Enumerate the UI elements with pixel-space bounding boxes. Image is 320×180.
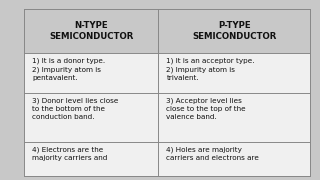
Text: N-TYPE
SEMICONDUCTOR: N-TYPE SEMICONDUCTOR bbox=[49, 21, 133, 41]
Text: 3) Acceptor level lies
close to the top of the
valence band.: 3) Acceptor level lies close to the top … bbox=[166, 97, 246, 120]
Text: 3) Donor level lies close
to the bottom of the
conduction band.: 3) Donor level lies close to the bottom … bbox=[32, 97, 118, 120]
Text: 1) It is an acceptor type.
2) Impurity atom is
trivalent.: 1) It is an acceptor type. 2) Impurity a… bbox=[166, 58, 255, 81]
Bar bbox=[24, 9, 310, 176]
Text: 1) It is a donor type.
2) Impurity atom is
pentavalent.: 1) It is a donor type. 2) Impurity atom … bbox=[32, 58, 105, 81]
Bar bbox=[158, 9, 310, 53]
Bar bbox=[24, 9, 158, 53]
Text: 4) Electrons are the
majority carriers and: 4) Electrons are the majority carriers a… bbox=[32, 147, 108, 161]
Text: 4) Holes are majority
carriers and electrons are: 4) Holes are majority carriers and elect… bbox=[166, 147, 259, 161]
Text: P-TYPE
SEMICONDUCTOR: P-TYPE SEMICONDUCTOR bbox=[192, 21, 276, 41]
